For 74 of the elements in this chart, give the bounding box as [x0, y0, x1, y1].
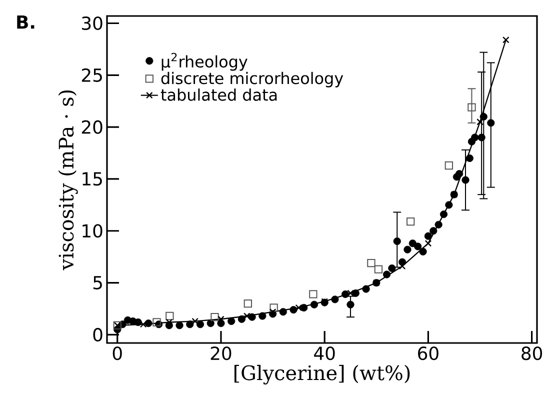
point: [309, 290, 318, 298]
x-tick-label: 40: [314, 346, 335, 360]
x-tick-label: 60: [418, 346, 438, 360]
point: [295, 304, 302, 312]
point: [300, 304, 308, 312]
point: [393, 237, 401, 246]
point: [166, 312, 174, 320]
x-axis-title: [Glycerine] (wt%): [234, 364, 410, 384]
point: [471, 134, 479, 142]
y-tick-label: 5: [93, 276, 102, 290]
y-tick-label: 20: [82, 120, 102, 134]
point: [218, 316, 224, 323]
point: [152, 318, 161, 326]
x-tick-label: 0: [112, 346, 122, 360]
point: [310, 300, 318, 308]
point: [374, 265, 383, 274]
point: [290, 306, 298, 314]
point: [419, 248, 427, 256]
point: [434, 220, 442, 228]
point: [210, 312, 219, 322]
legend-label: tabulated data: [160, 88, 277, 101]
point: [362, 285, 370, 293]
point: [487, 119, 495, 127]
point: [279, 308, 287, 316]
point: [144, 319, 152, 328]
point: [382, 270, 391, 278]
point: [424, 232, 432, 240]
point: [367, 258, 376, 268]
x-tick-label: 80: [522, 346, 542, 360]
point: [258, 312, 266, 320]
point: [502, 36, 510, 44]
point: [186, 320, 194, 328]
y-tick-label: 10: [82, 224, 102, 238]
legend-label: μ$^{2}$rheology: [162, 52, 248, 71]
point: [134, 318, 142, 326]
point: [462, 176, 470, 184]
point: [238, 315, 246, 323]
point: [456, 170, 464, 178]
y-tick-label: 25: [82, 68, 102, 82]
point: [468, 103, 476, 112]
point: [478, 134, 486, 142]
point: [270, 304, 278, 312]
point: [414, 242, 422, 250]
point: [342, 290, 350, 298]
point: [228, 317, 236, 325]
point: [196, 320, 204, 328]
point: [248, 313, 256, 321]
y-tick-label: 30: [82, 16, 102, 30]
y-tick-label: 15: [82, 172, 102, 186]
point: [388, 264, 396, 272]
point: [243, 312, 250, 320]
y-tick-label: 0: [93, 328, 102, 342]
point: [480, 112, 488, 120]
point: [206, 319, 214, 328]
point: [440, 210, 448, 218]
point: [331, 296, 339, 304]
x-tick-label: 20: [210, 346, 232, 360]
point: [430, 227, 438, 235]
text: B.: [17, 16, 34, 29]
point: [445, 201, 453, 209]
point: [192, 318, 198, 325]
point: [466, 154, 474, 162]
legend-label: discrete microrheology: [161, 72, 344, 88]
point: [176, 322, 184, 330]
point: [404, 246, 412, 254]
y-axis-title: viscosity (mPa · s): [58, 90, 78, 270]
point: [406, 217, 415, 226]
point: [346, 300, 354, 308]
point: [140, 320, 147, 328]
point: [424, 240, 432, 247]
point: [244, 299, 252, 308]
point: [352, 289, 360, 297]
point: [444, 161, 454, 170]
point: [476, 118, 484, 126]
